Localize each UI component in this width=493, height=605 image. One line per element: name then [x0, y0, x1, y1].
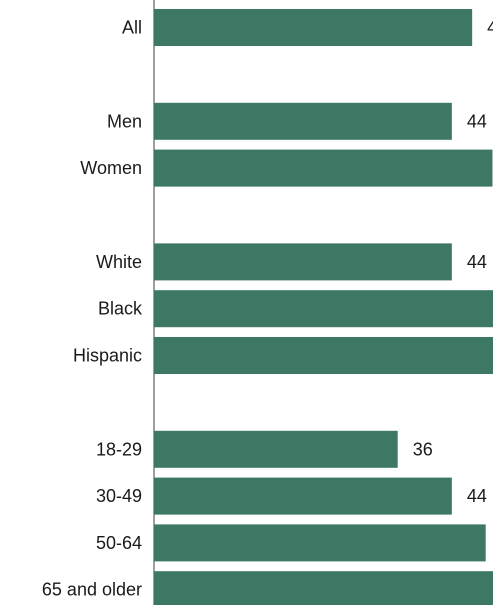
value-label-18-29: 36	[413, 439, 433, 459]
category-label-black: Black	[98, 299, 143, 319]
category-label-white: White	[96, 252, 142, 272]
bar-30-49	[154, 477, 452, 515]
bar-all	[154, 9, 473, 46]
bar-50-64	[154, 524, 486, 562]
value-label-all: 47	[487, 18, 493, 38]
category-label-hispanic: Hispanic	[73, 346, 142, 366]
category-label-men: Men	[107, 111, 142, 131]
bars-layer: All47Men44Women50White44Black58Hispanic5…	[42, 9, 493, 605]
bar-women	[154, 149, 493, 187]
value-label-white: 44	[467, 252, 487, 272]
bar-18-29	[154, 430, 398, 468]
category-label-50-64: 50-64	[96, 533, 142, 553]
category-label-65-and-older: 65 and older	[42, 580, 142, 600]
category-label-30-49: 30-49	[96, 486, 142, 506]
bar-men	[154, 102, 452, 140]
bar-black	[154, 290, 493, 328]
bar-hispanic	[154, 337, 493, 374]
value-label-men: 44	[467, 111, 487, 131]
category-label-18-29: 18-29	[96, 439, 142, 459]
bar-white	[154, 243, 452, 281]
category-label-women: Women	[80, 158, 142, 178]
value-label-30-49: 44	[467, 486, 487, 506]
bar-65-and-older	[154, 571, 493, 605]
category-label-all: All	[122, 18, 142, 38]
